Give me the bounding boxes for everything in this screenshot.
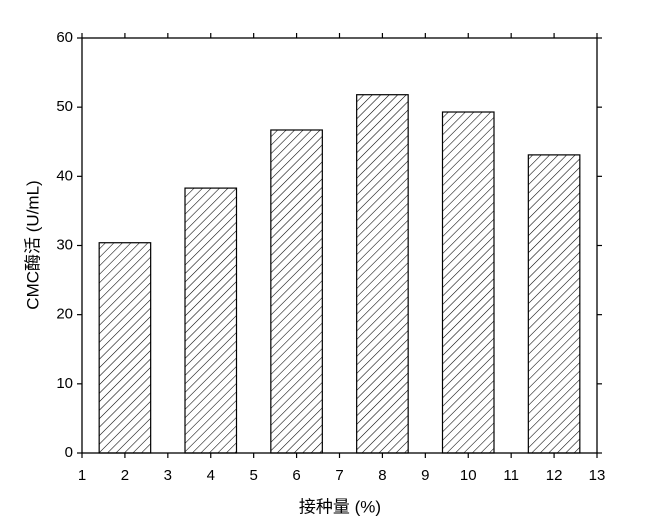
x-tick-label: 1 bbox=[78, 467, 86, 484]
x-tick-label: 11 bbox=[503, 467, 519, 484]
x-axis-title: 接种量 (%) bbox=[299, 497, 381, 516]
x-tick-label: 10 bbox=[460, 467, 477, 484]
x-tick-label: 5 bbox=[249, 467, 257, 484]
bar bbox=[356, 94, 409, 454]
y-tick-label: 20 bbox=[56, 306, 73, 323]
y-axis-title: CMC酶活 (U/mL) bbox=[23, 180, 42, 309]
x-tick-label: 9 bbox=[421, 467, 429, 484]
x-tick-label: 7 bbox=[335, 467, 343, 484]
x-tick-label: 2 bbox=[121, 467, 129, 484]
bar bbox=[527, 154, 581, 454]
x-tick-label: 8 bbox=[378, 467, 386, 484]
x-tick-label: 13 bbox=[589, 467, 606, 484]
x-tick-label: 12 bbox=[546, 467, 563, 484]
bar bbox=[270, 129, 323, 454]
bar bbox=[441, 111, 495, 454]
y-tick-label: 0 bbox=[65, 444, 73, 461]
x-tick-label: 6 bbox=[292, 467, 300, 484]
y-tick-label: 10 bbox=[56, 375, 73, 392]
bar bbox=[98, 242, 152, 454]
y-tick-label: 30 bbox=[56, 236, 73, 253]
y-tick-label: 50 bbox=[56, 98, 73, 115]
x-tick-label: 3 bbox=[164, 467, 172, 484]
y-tick-label: 40 bbox=[56, 167, 73, 184]
x-tick-label: 4 bbox=[207, 467, 215, 484]
plot-frame bbox=[81, 37, 598, 454]
bar bbox=[184, 187, 238, 454]
y-tick-label: 60 bbox=[56, 29, 73, 46]
